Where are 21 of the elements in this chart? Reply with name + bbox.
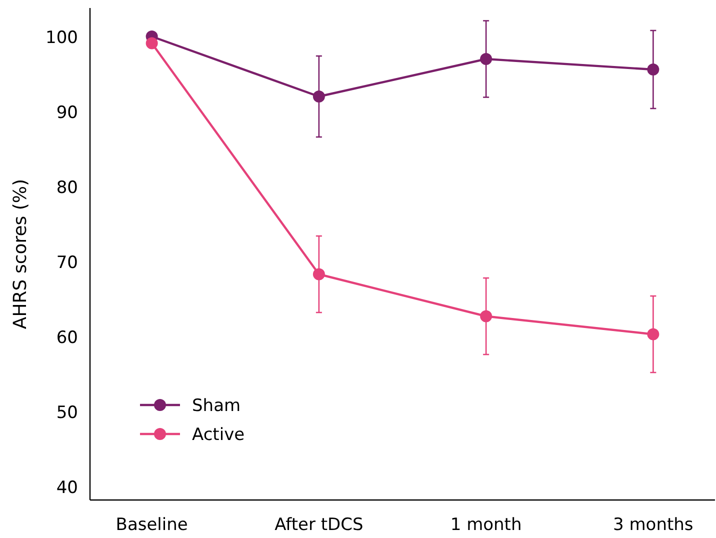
point <box>312 268 325 280</box>
x-tick-label: 1 month <box>450 515 522 535</box>
point <box>146 37 158 50</box>
y-axis-title: AHRS scores (%) <box>10 178 31 330</box>
y-tick-label: 70 <box>56 253 78 274</box>
legend-label: Sham <box>192 396 241 416</box>
x-tick-label: Baseline <box>116 515 188 535</box>
legend-label: Active <box>192 424 245 445</box>
y-tick-label: 60 <box>56 328 78 348</box>
x-tick-label: 3 months <box>613 515 694 535</box>
y-tick-label: 50 <box>56 403 78 424</box>
x-tick-label: After tDCS <box>274 515 364 535</box>
point <box>647 328 660 340</box>
point <box>312 90 325 102</box>
point <box>480 310 492 322</box>
y-tick-label: 40 <box>56 478 78 498</box>
y-tick-label: 100 <box>46 28 78 48</box>
y-tick-label: 80 <box>56 178 78 198</box>
point <box>480 53 492 65</box>
y-tick-label: 90 <box>56 103 78 124</box>
point <box>647 64 660 76</box>
